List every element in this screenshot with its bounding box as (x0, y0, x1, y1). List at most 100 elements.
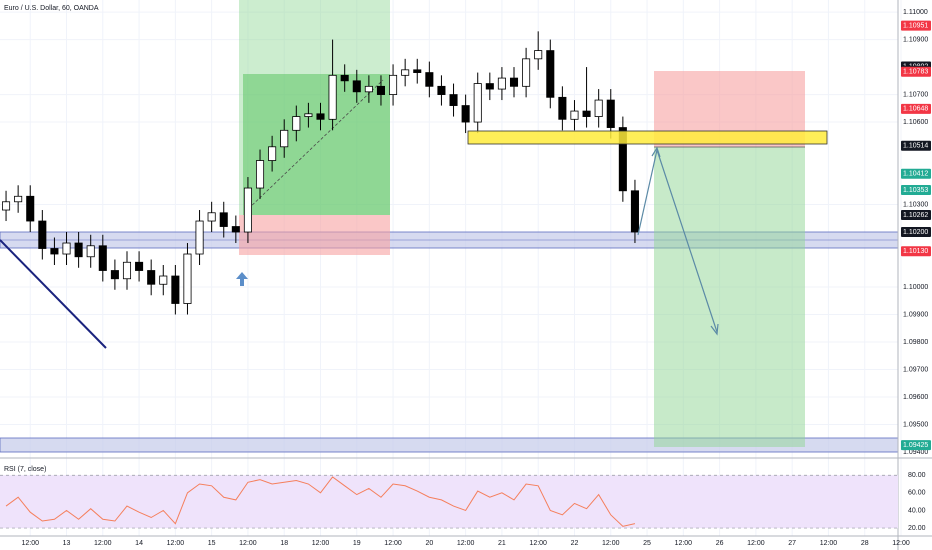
y-tick-label: 1.09900 (903, 311, 928, 318)
price-tag (901, 20, 931, 31)
candle-body (606, 99, 615, 128)
candle-body (2, 201, 11, 211)
candle-body (268, 146, 277, 161)
price-tag-label: 1.10412 (903, 171, 928, 178)
price-tag (901, 246, 931, 257)
x-tick-label: 26 (716, 540, 724, 547)
candle-body (485, 83, 494, 90)
candle-body (50, 248, 59, 255)
arrow-head (710, 323, 719, 336)
candle-body (352, 80, 361, 93)
x-tick-label: 15 (208, 540, 216, 547)
up-arrow-icon (236, 272, 248, 286)
price-tag (901, 103, 931, 114)
x-tick-label: 12:00 (675, 540, 693, 547)
candle-body (340, 74, 349, 82)
y-tick-label: 20.00 (908, 525, 926, 532)
candle-body (413, 69, 422, 73)
candle-body (364, 85, 373, 93)
y-tick-label: 1.09800 (903, 339, 928, 346)
y-tick-label: 40.00 (908, 507, 926, 514)
candle-body (473, 83, 482, 123)
candle-body (86, 245, 95, 258)
y-tick-label: 1.10300 (903, 201, 928, 208)
long-stop-zone (239, 215, 390, 255)
rsi-pane (0, 474, 898, 529)
y-tick-label: 1.11000 (903, 9, 928, 16)
y-tick-label: 80.00 (908, 472, 926, 479)
candle-body (389, 74, 398, 95)
candle-body (522, 58, 531, 87)
price-tag (901, 209, 931, 220)
price-tag-label: 1.10353 (903, 187, 928, 194)
candle-body (183, 253, 192, 304)
candle-body (437, 85, 446, 95)
candle-body (376, 85, 385, 95)
candle-body (534, 50, 543, 60)
candle-body (461, 105, 470, 123)
price-tag (901, 227, 931, 238)
price-tag (901, 168, 931, 179)
rsi-title: RSI (7, close) (4, 466, 46, 473)
x-tick-label: 12:00 (457, 540, 475, 547)
y-tick-label: 1.10900 (903, 36, 928, 43)
x-tick-label: 12:00 (167, 540, 185, 547)
rsi-line (5, 476, 636, 527)
long-profit-fill (243, 74, 390, 215)
candle-body (255, 160, 265, 189)
x-tick-label: 12:00 (94, 540, 112, 547)
x-tick-label: 12:00 (602, 540, 620, 547)
candle-body (582, 110, 591, 117)
x-tick-label: 20 (425, 540, 433, 547)
candle-body (38, 220, 47, 249)
candle-body (570, 110, 579, 120)
candle-body (122, 261, 132, 280)
rsi-band (0, 475, 898, 529)
candle-body (98, 245, 107, 271)
price-tag-label: 1.09425 (903, 442, 928, 449)
candles (2, 31, 639, 315)
x-tick-label: 13 (63, 540, 71, 547)
price-tag-label: 1.10783 (903, 69, 928, 76)
candle-body (497, 77, 506, 90)
x-tick-label: 12:00 (747, 540, 765, 547)
y-tick-label: 1.10700 (903, 91, 928, 98)
candle-body (231, 226, 240, 233)
candle-body (618, 127, 627, 192)
x-tick-label: 19 (353, 540, 361, 547)
candle-body (546, 50, 555, 98)
candle-body (280, 129, 289, 148)
x-tick-label: 28 (861, 540, 869, 547)
y-tick-label: 60.00 (908, 490, 926, 497)
price-tag-label: 1.10951 (903, 22, 928, 29)
price-tag-label: 1.10514 (903, 143, 928, 150)
x-tick-label: 25 (643, 540, 651, 547)
axes: 1.11000 1.10900 1.10700 1.10600 1.10300 1.100… (21, 9, 931, 547)
candle-body (62, 242, 71, 255)
long-path (244, 79, 384, 213)
price-tag (901, 66, 931, 77)
x-tick-label: 12:00 (384, 540, 402, 547)
arrow-head (651, 146, 661, 158)
candle-body (207, 212, 216, 222)
price-tag-label: 1.10200 (903, 229, 928, 236)
candle-body (159, 275, 168, 285)
price-tag (901, 140, 931, 151)
candle-body (26, 195, 35, 222)
short-profit-zone (654, 147, 805, 447)
x-tick-label: 12:00 (21, 540, 39, 547)
projection-arrow (637, 147, 718, 333)
x-tick-label: 22 (571, 540, 579, 547)
x-tick-label: 14 (135, 540, 143, 547)
candle-body (171, 275, 180, 304)
x-tick-label: 27 (788, 540, 796, 547)
candle-body (195, 220, 204, 255)
candle-body (110, 270, 119, 280)
x-tick-label: 21 (498, 540, 506, 547)
candle-body (74, 242, 83, 258)
x-tick-label: 12:00 (820, 540, 838, 547)
y-tick-label: 1.09500 (903, 421, 928, 428)
candle-body (316, 113, 325, 120)
x-tick-label: 12:00 (529, 540, 547, 547)
